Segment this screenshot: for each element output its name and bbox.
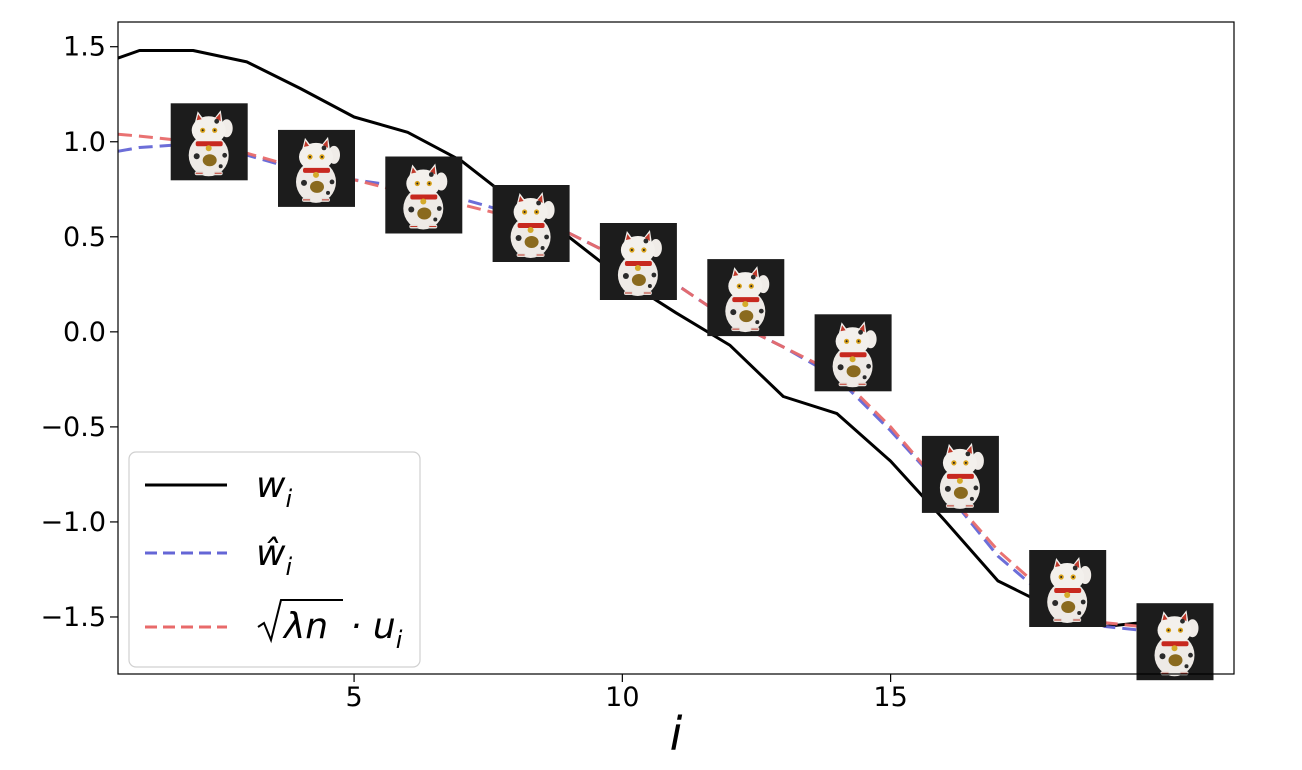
plot-area [117, 21, 1235, 681]
x-axis-label: i [670, 707, 683, 761]
cat-image-marker-3 [492, 184, 571, 263]
cat-image-marker-1 [277, 129, 356, 208]
y-tick-label: 1.5 [63, 32, 106, 63]
x-tick-label: 10 [605, 682, 639, 713]
x-tick-label: 5 [345, 682, 362, 713]
legend-label-sqrt-lambda-n-u: λn · ui [257, 599, 403, 654]
cat-image-marker-0 [170, 102, 249, 181]
y-tick-label: −1.5 [40, 602, 106, 633]
svg-text:· ui: · ui [350, 606, 403, 654]
y-tick-label: 1.0 [63, 127, 106, 158]
cat-image-marker-8 [1028, 549, 1107, 628]
y-tick-label: 0.5 [63, 222, 106, 253]
cat-image-marker-4 [599, 222, 678, 301]
y-tick-label: −0.5 [40, 412, 106, 443]
svg-text:λn: λn [282, 606, 328, 647]
y-axis-ticks: 1.5 1.0 0.5 0.0 −0.5 −1.0 −1.5 [40, 32, 118, 633]
y-tick-label: 0.0 [63, 317, 106, 348]
cat-image-marker-5 [706, 258, 785, 337]
cat-image-marker-7 [921, 435, 1000, 514]
legend: wi ŵi λn · ui [128, 451, 421, 668]
x-tick-label: 15 [873, 682, 907, 713]
cat-image-marker-9 [1136, 602, 1214, 681]
cat-image-marker-6 [814, 313, 893, 392]
legend-box [128, 451, 421, 668]
cat-image-marker-2 [384, 156, 463, 234]
x-axis-ticks: 5 10 15 [345, 674, 908, 713]
plot-frame [117, 21, 1235, 675]
y-tick-label: −1.0 [40, 507, 106, 538]
